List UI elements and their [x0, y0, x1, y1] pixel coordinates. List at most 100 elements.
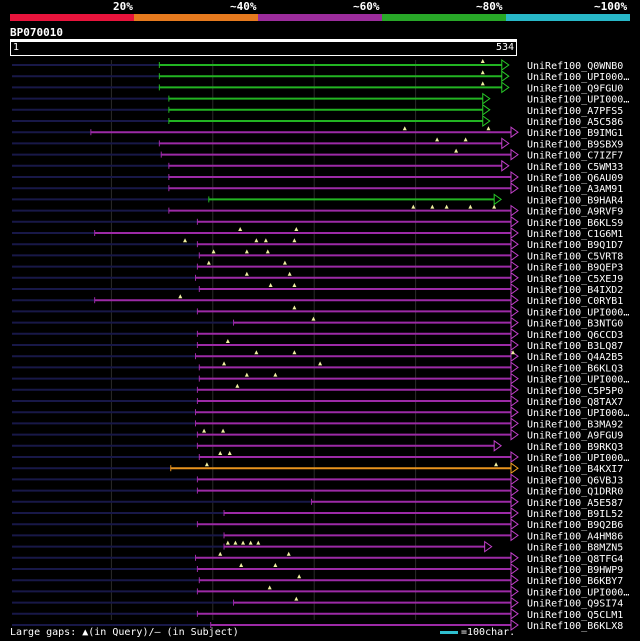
- hit-label-link[interactable]: UniRef100_B9SBX9: [527, 139, 623, 150]
- hit-end-arrow: [510, 372, 519, 385]
- hit-label-link[interactable]: UniRef100_UPI000…: [527, 72, 629, 83]
- hit-label-link[interactable]: UniRef100_B6KLS9: [527, 218, 623, 229]
- hit-label-link[interactable]: UniRef100_A5C586: [527, 117, 623, 128]
- gap-marker: [211, 249, 216, 254]
- hit-label-link[interactable]: UniRef100_B6KLQ3: [527, 363, 623, 374]
- hit-label-link[interactable]: UniRef100_Q8TFG4: [527, 554, 623, 565]
- hit-label-link[interactable]: UniRef100_B3MA92: [527, 419, 623, 430]
- hit-end-arrow: [501, 137, 510, 150]
- hit-label-link[interactable]: UniRef100_C0RYB1: [527, 296, 623, 307]
- scale-segment-40: [134, 14, 258, 21]
- hit-label-link[interactable]: UniRef100_Q0WNB0: [527, 61, 623, 72]
- hit-label-link[interactable]: UniRef100_B4IXD2: [527, 285, 623, 296]
- gap-marker: [254, 238, 259, 243]
- hit-end-arrow: [510, 484, 519, 497]
- hit-end-arrow: [510, 428, 519, 441]
- hit-end-arrow: [510, 361, 519, 374]
- hit-label-link[interactable]: UniRef100_Q4A2B5: [527, 352, 623, 363]
- hit-end-arrow: [510, 148, 519, 161]
- hit-label-link[interactable]: UniRef100_B9IL52: [527, 509, 623, 520]
- scale-segment-60: [258, 14, 382, 21]
- hit-end-arrow: [510, 462, 519, 475]
- hit-label-link[interactable]: UniRef100_Q1DRR0: [527, 487, 623, 498]
- gap-marker: [244, 271, 249, 276]
- gap-marker: [292, 305, 297, 310]
- hit-end-arrow: [510, 574, 519, 587]
- hit-label-link[interactable]: UniRef100_B9RKQ3: [527, 442, 623, 453]
- identity-color-scale: [10, 14, 630, 21]
- hit-label-link[interactable]: UniRef100_B3NTG0: [527, 319, 623, 330]
- gap-marker: [311, 316, 316, 321]
- hit-end-arrow: [510, 227, 519, 239]
- gap-marker: [292, 238, 297, 243]
- hit-label-link[interactable]: UniRef100_B6KLX8: [527, 621, 623, 632]
- hit-label-link[interactable]: UniRef100_Q5CLM1: [527, 610, 623, 621]
- scale-segment-80: [382, 14, 506, 21]
- gap-marker: [282, 260, 287, 265]
- legend-scale-swatch: [440, 631, 458, 634]
- hit-label-link[interactable]: UniRef100_B8MZN5: [527, 543, 623, 554]
- hit-label-link[interactable]: UniRef100_UPI000…: [527, 95, 629, 106]
- hit-label-link[interactable]: UniRef100_UPI000…: [527, 307, 629, 318]
- hit-label-link[interactable]: UniRef100_Q6VBJ3: [527, 475, 623, 486]
- hit-label-link[interactable]: UniRef100_B9IMG1: [527, 128, 623, 139]
- hit-label-link[interactable]: UniRef100_A3AM91: [527, 184, 623, 195]
- gap-marker: [202, 428, 207, 433]
- hit-end-arrow: [482, 115, 491, 127]
- hit-end-arrow: [510, 607, 519, 620]
- gap-marker: [265, 249, 270, 254]
- gap-marker: [244, 372, 249, 377]
- hit-label-link[interactable]: UniRef100_B3LQ87: [527, 341, 623, 352]
- hit-end-arrow: [510, 596, 519, 609]
- hit-label-link[interactable]: UniRef100_C7IZF7: [527, 151, 623, 162]
- gap-marker: [468, 204, 473, 209]
- hit-label-link[interactable]: UniRef100_A4HM86: [527, 531, 623, 542]
- gap-marker: [486, 126, 491, 131]
- hit-label-link[interactable]: UniRef100_UPI000…: [527, 408, 629, 419]
- hit-end-arrow: [510, 305, 519, 318]
- hit-label-link[interactable]: UniRef100_B9HWP9: [527, 565, 623, 576]
- hit-label-link[interactable]: UniRef100_C5P5P0: [527, 386, 623, 397]
- hit-label-link[interactable]: UniRef100_A7PFS5: [527, 106, 623, 117]
- hit-label-link[interactable]: UniRef100_Q9SI74: [527, 599, 623, 610]
- hit-label-link[interactable]: UniRef100_C5WM33: [527, 162, 623, 173]
- gap-marker: [233, 540, 238, 545]
- hit-label-link[interactable]: UniRef100_UPI000…: [527, 587, 629, 598]
- hit-label-link[interactable]: UniRef100_Q6CCD3: [527, 330, 623, 341]
- hit-label-link[interactable]: UniRef100_Q9FGU0: [527, 83, 623, 94]
- hit-label-link[interactable]: UniRef100_B9HAR4: [527, 195, 623, 206]
- hit-label-link[interactable]: UniRef100_UPI000…: [527, 375, 629, 386]
- gap-marker: [273, 372, 278, 377]
- hit-label-link[interactable]: UniRef100_C5VRT8: [527, 251, 623, 262]
- hit-end-arrow: [510, 383, 519, 396]
- scale-segment-20: [10, 14, 134, 21]
- hit-label-link[interactable]: UniRef100_B4KXI7: [527, 464, 623, 475]
- hit-end-arrow: [493, 439, 503, 452]
- hit-label-link[interactable]: UniRef100_C5XEJ9: [527, 274, 623, 285]
- hit-label-link[interactable]: UniRef100_A9RVF9: [527, 207, 623, 218]
- gap-marker: [454, 148, 459, 153]
- hit-label-link[interactable]: UniRef100_B6KBY7: [527, 576, 623, 587]
- hit-label-link[interactable]: UniRef100_Q6AU09: [527, 173, 623, 184]
- hit-end-arrow: [510, 518, 519, 531]
- hit-label-link[interactable]: UniRef100_A5E587: [527, 498, 623, 509]
- hit-end-arrow: [510, 585, 519, 598]
- hit-label-link[interactable]: UniRef100_B9Q1D7: [527, 240, 623, 251]
- gap-marker: [204, 462, 209, 467]
- scale-tick-80: ~80%: [476, 0, 503, 13]
- hit-label-link[interactable]: UniRef100_Q8TAX7: [527, 397, 623, 408]
- gap-marker: [292, 283, 297, 287]
- gap-marker: [256, 540, 261, 545]
- hit-label-link[interactable]: UniRef100_UPI000…: [527, 453, 629, 464]
- hit-end-arrow: [482, 103, 491, 116]
- scale-segment-100: [506, 14, 630, 21]
- hit-label-link[interactable]: UniRef100_B9Q2B6: [527, 520, 623, 531]
- gap-marker: [183, 238, 188, 243]
- hit-end-arrow: [510, 271, 519, 284]
- hit-end-arrow: [510, 215, 519, 228]
- gap-marker: [268, 283, 273, 287]
- hit-label-link[interactable]: UniRef100_C1G6M1: [527, 229, 623, 240]
- gap-marker: [222, 361, 227, 366]
- hit-label-link[interactable]: UniRef100_A9FGU9: [527, 431, 623, 442]
- hit-label-link[interactable]: UniRef100_B9QEP3: [527, 263, 623, 274]
